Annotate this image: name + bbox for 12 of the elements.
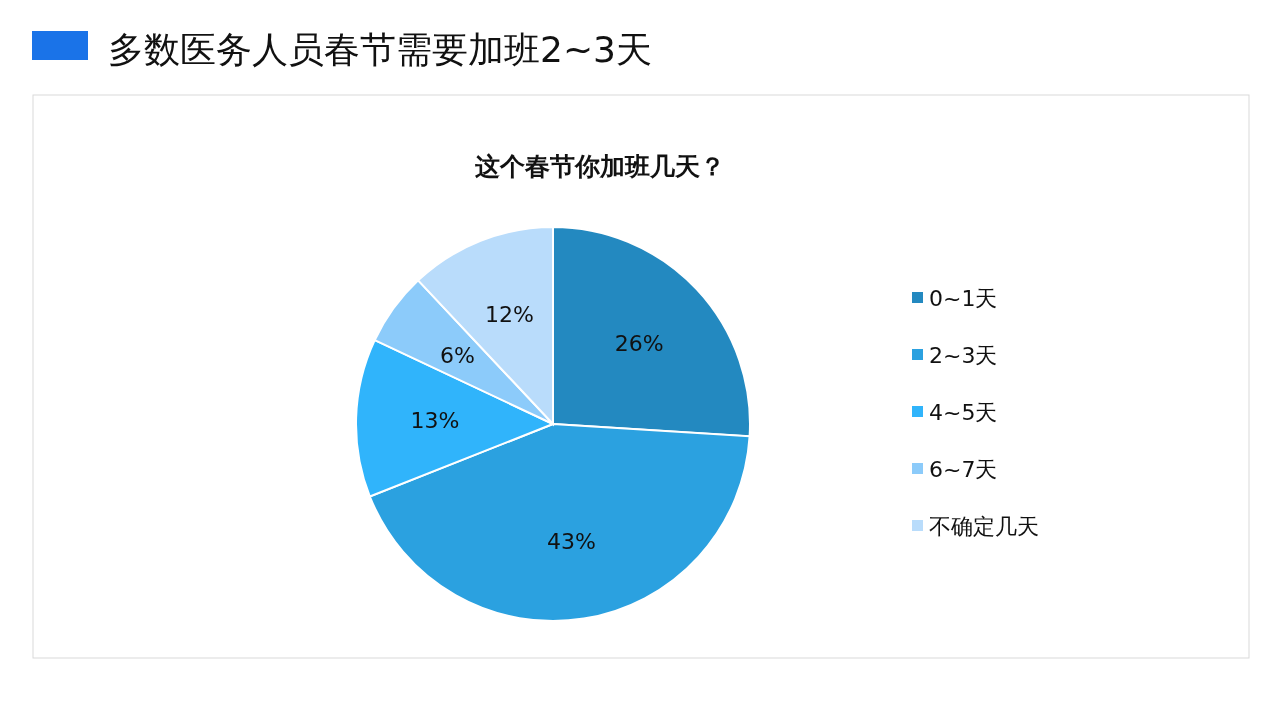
chart-subtitle: 这个春节你加班几天？	[475, 152, 725, 181]
data-label: 12%	[485, 302, 534, 328]
legend-label: 2~3天	[929, 343, 998, 368]
data-label: 6%	[439, 342, 475, 368]
legend-label: 不确定几天	[929, 514, 1039, 539]
data-label: 26%	[614, 331, 664, 357]
legend-label: 4~5天	[929, 400, 998, 425]
data-label: 13%	[410, 408, 460, 434]
data-label: 43%	[547, 528, 596, 554]
legend-label: 6~7天	[929, 457, 998, 482]
legend-label: 0~1天	[929, 286, 998, 311]
chart-title: 多数医务人员春节需要加班2~3天	[108, 29, 652, 70]
